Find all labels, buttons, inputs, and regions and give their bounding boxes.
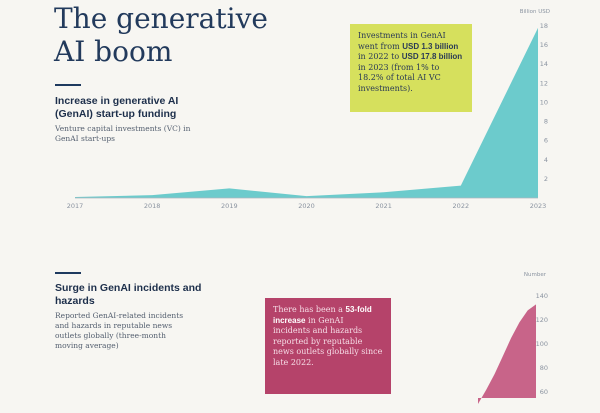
funding-y-tick-label: 2 [544,175,548,183]
incidents-callout-text-2: in GenAI incidents and hazards reported … [273,315,383,367]
funding-callout-text-2: in 2022 to [358,52,402,61]
funding-x-tick-label: 2017 [67,202,84,210]
funding-callout-text-3: in 2023 (from 1% to 18.2% of total AI VC… [358,62,441,93]
funding-section-description: Venture capital investments (VC) in GenA… [55,124,191,143]
funding-callout-highlight-1: USD 1.3 billion [402,41,459,51]
funding-callout-highlight-2: USD 17.8 billion [401,52,463,61]
incidents-y-tick-label: 60 [540,388,548,396]
funding-x-tick-label: 2018 [144,202,161,210]
funding-x-tick-label: 2019 [221,202,238,210]
title-line-1: The generative [54,2,268,35]
funding-section-heading: Increase in generative AI (GenAI) start-… [55,95,179,120]
incidents-y-tick-label: 120 [536,316,548,324]
incidents-y-tick-label: 80 [540,364,548,372]
incidents-area [478,304,536,404]
funding-callout-text-1: Investments in GenAI went from [358,31,446,51]
funding-y-tick-label: 18 [540,22,548,30]
incidents-section-description: Reported GenAI-related incidents and haz… [55,311,184,350]
funding-callout: Investments in GenAI went from USD 1.3 b… [350,24,472,112]
incidents-section-heading: Surge in GenAI incidents and hazards [55,282,202,307]
section-divider-2 [55,272,81,274]
incidents-callout-text-1: There has been a [273,305,346,314]
funding-x-tick-label: 2020 [298,202,315,210]
funding-y-tick-label: 16 [540,41,548,49]
funding-y-tick-label: 4 [544,156,548,164]
funding-x-tick-label: 2022 [453,202,470,210]
incidents-callout: There has been a 53-fold increase in Gen… [265,298,391,394]
page-title: The generative AI boom [54,2,268,68]
incidents-y-tick-label: 100 [536,340,548,348]
funding-x-tick-label: 2023 [530,202,547,210]
funding-y-tick-label: 8 [544,118,548,126]
incidents-callout-highlight: 53-fold increase [273,305,372,325]
funding-unit-label: Billion USD [520,9,550,15]
title-line-2: AI boom [54,35,173,68]
funding-y-tick-label: 6 [544,137,548,145]
incidents-y-tick-label: 140 [536,292,548,300]
funding-y-tick-label: 10 [540,98,548,106]
funding-y-tick-label: 14 [540,60,548,68]
section-divider-1 [55,84,81,86]
funding-area [75,27,538,199]
funding-y-tick-label: 12 [540,79,548,87]
funding-x-tick-label: 2021 [375,202,392,210]
incidents-unit-label: Number [524,272,547,278]
